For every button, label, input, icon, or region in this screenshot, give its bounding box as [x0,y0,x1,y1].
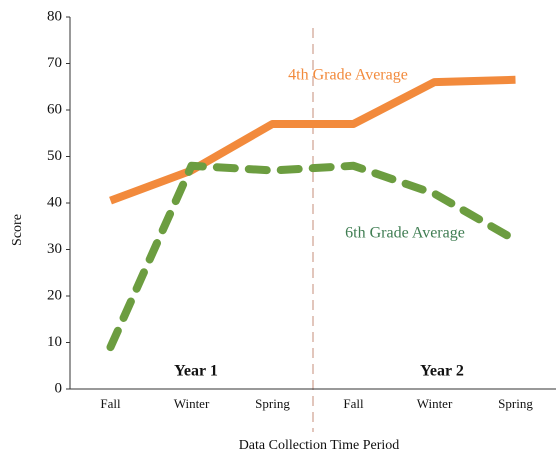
y-tick-label: 0 [55,380,63,396]
y-tick-label: 60 [47,101,62,117]
series-line [106,161,520,352]
period-label: Year 1 [174,363,218,380]
x-tick-label: Winter [174,396,210,411]
x-axis-title: Data Collection Time Period [239,438,400,453]
y-axis-title: Score [10,214,25,246]
x-tick-label: Spring [255,396,290,411]
y-tick-label: 50 [47,148,62,164]
series-line [109,75,516,205]
x-tick-label: Fall [100,396,121,411]
series-label: 4th Grade Average [288,67,408,84]
x-tick-label: Fall [343,396,364,411]
y-tick-label: 40 [47,194,62,210]
period-label: Year 2 [420,363,464,380]
y-tick-label: 70 [47,55,62,71]
y-tick-label: 30 [47,241,62,257]
y-tick-label: 80 [47,8,62,24]
y-tick-label: 10 [47,334,62,350]
y-tick-label: 20 [47,287,62,303]
series-label: 6th Grade Average [345,225,465,242]
x-tick-label: Spring [498,396,533,411]
x-tick-label: Winter [417,396,453,411]
